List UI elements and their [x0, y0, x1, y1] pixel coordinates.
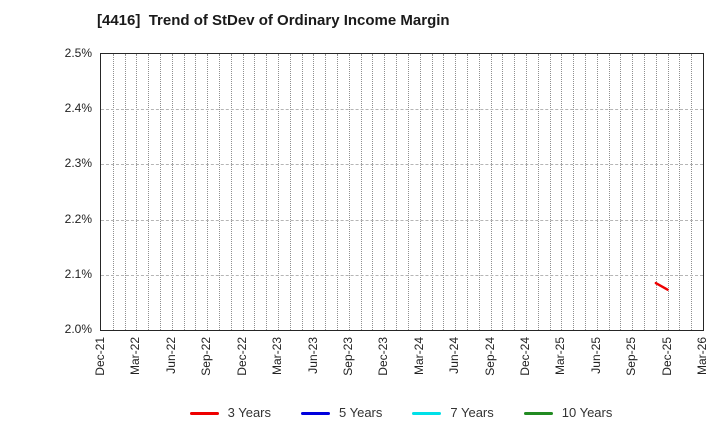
- x-tick-label: Mar-26: [695, 337, 709, 376]
- x-tick-label: Sep-22: [199, 337, 214, 376]
- gridline-vertical: [691, 54, 693, 330]
- x-tick-label: Dec-23: [376, 337, 391, 376]
- x-tick-label: Mar-23: [270, 337, 285, 376]
- chart-title: [4416] Trend of StDev of Ordinary Income…: [97, 12, 450, 29]
- gridline-vertical: [313, 54, 315, 330]
- gridline-vertical: [561, 54, 563, 330]
- gridline-vertical: [419, 54, 421, 330]
- gridline-vertical: [478, 54, 480, 330]
- legend-item-10-years: 10 Years: [523, 405, 613, 421]
- gridline-vertical: [549, 54, 551, 330]
- gridline-vertical: [230, 54, 232, 330]
- gridline-vertical: [431, 54, 433, 330]
- x-tick-label: Dec-22: [234, 337, 249, 376]
- gridline-vertical: [195, 54, 197, 330]
- y-tick-label: 2.2%: [64, 211, 92, 226]
- gridline-horizontal: [101, 164, 703, 166]
- legend-label: 5 Years: [339, 405, 383, 420]
- gridline-vertical: [620, 54, 622, 330]
- gridline-horizontal: [101, 274, 703, 276]
- y-tick-label: 2.3%: [64, 156, 92, 171]
- series-plot: [654, 281, 669, 291]
- gridline-vertical: [372, 54, 374, 330]
- x-tick-label: Sep-23: [340, 337, 355, 376]
- gridline-vertical: [455, 54, 457, 330]
- legend-label: 10 Years: [561, 405, 613, 420]
- gridline-vertical: [573, 54, 575, 330]
- gridline-vertical: [301, 54, 303, 330]
- gridline-vertical: [266, 54, 268, 330]
- gridline-vertical: [254, 54, 256, 330]
- legend-item-5-years: 5 Years: [301, 405, 382, 421]
- gridline-vertical: [514, 54, 516, 330]
- gridline-vertical: [160, 54, 162, 330]
- gridline-horizontal: [101, 219, 703, 221]
- gridline-vertical: [537, 54, 539, 330]
- gridline-vertical: [384, 54, 386, 330]
- gridline-vertical: [207, 54, 209, 330]
- plot-area: [100, 53, 704, 331]
- gridline-vertical: [348, 54, 350, 330]
- gridline-vertical: [396, 54, 398, 330]
- gridline-vertical: [278, 54, 280, 330]
- x-tick-label: Jun-24: [447, 337, 462, 374]
- x-tick-label: Mar-22: [128, 337, 143, 376]
- y-axis-labels: 2.0% 2.1% 2.2% 2.3% 2.4% 2.5%: [0, 46, 92, 336]
- legend-item-7-years: 7 Years: [412, 405, 494, 421]
- legend-label: 7 Years: [450, 405, 494, 420]
- gridline-vertical: [112, 54, 114, 330]
- gridline-vertical: [466, 54, 468, 330]
- gridline-vertical: [525, 54, 527, 330]
- gridline-vertical: [443, 54, 445, 330]
- legend-swatch-10-years: [523, 411, 553, 415]
- gridline-vertical: [490, 54, 492, 330]
- legend: 3 Years 5 Years 7 Years 10 Years: [100, 402, 702, 424]
- gridline-vertical: [337, 54, 339, 330]
- x-tick-label: Jun-25: [588, 337, 603, 374]
- gridline-vertical: [584, 54, 586, 330]
- gridline-vertical: [502, 54, 504, 330]
- gridline-vertical: [596, 54, 598, 330]
- gridline-horizontal: [101, 109, 703, 111]
- gridline-vertical: [289, 54, 291, 330]
- gridline-vertical: [608, 54, 610, 330]
- x-tick-label: Sep-25: [624, 337, 639, 376]
- legend-label: 3 Years: [227, 405, 271, 420]
- y-tick-label: 2.5%: [64, 46, 92, 60]
- gridline-vertical: [242, 54, 244, 330]
- legend-swatch-5-years: [301, 411, 330, 415]
- x-tick-label: Dec-25: [659, 337, 674, 376]
- x-axis-labels: Dec-21 Mar-22 Jun-22 Sep-22 Dec-22 Mar-23 Jun-…: [93, 337, 709, 397]
- gridline-vertical: [183, 54, 185, 330]
- y-tick-label: 2.1%: [64, 266, 92, 281]
- gridline-vertical: [632, 54, 634, 330]
- legend-swatch-3-years: [189, 411, 219, 415]
- gridline-vertical: [679, 54, 681, 330]
- legend-item-3-years: 3 Years: [189, 405, 271, 421]
- gridline-vertical: [219, 54, 221, 330]
- x-tick-label: Jun-23: [305, 337, 320, 374]
- series-line-3-years: [654, 281, 669, 291]
- gridline-vertical: [655, 54, 657, 330]
- x-tick-label: Sep-24: [482, 337, 497, 376]
- gridline-vertical: [124, 54, 126, 330]
- y-tick-label: 2.0%: [64, 322, 92, 336]
- x-tick-label: Dec-21: [93, 337, 107, 376]
- x-tick-label: Mar-24: [411, 337, 426, 376]
- gridline-vertical: [360, 54, 362, 330]
- gridline-vertical: [171, 54, 173, 330]
- gridline-vertical: [407, 54, 409, 330]
- legend-swatch-7-years: [412, 411, 442, 415]
- gridline-vertical: [643, 54, 645, 330]
- y-tick-label: 2.4%: [64, 101, 92, 116]
- gridline-vertical: [667, 54, 669, 330]
- x-tick-label: Mar-25: [553, 337, 568, 376]
- gridline-vertical: [325, 54, 327, 330]
- x-tick-label: Dec-24: [517, 337, 532, 376]
- gridline-vertical: [148, 54, 150, 330]
- gridline-vertical: [136, 54, 138, 330]
- x-tick-label: Jun-22: [163, 337, 178, 374]
